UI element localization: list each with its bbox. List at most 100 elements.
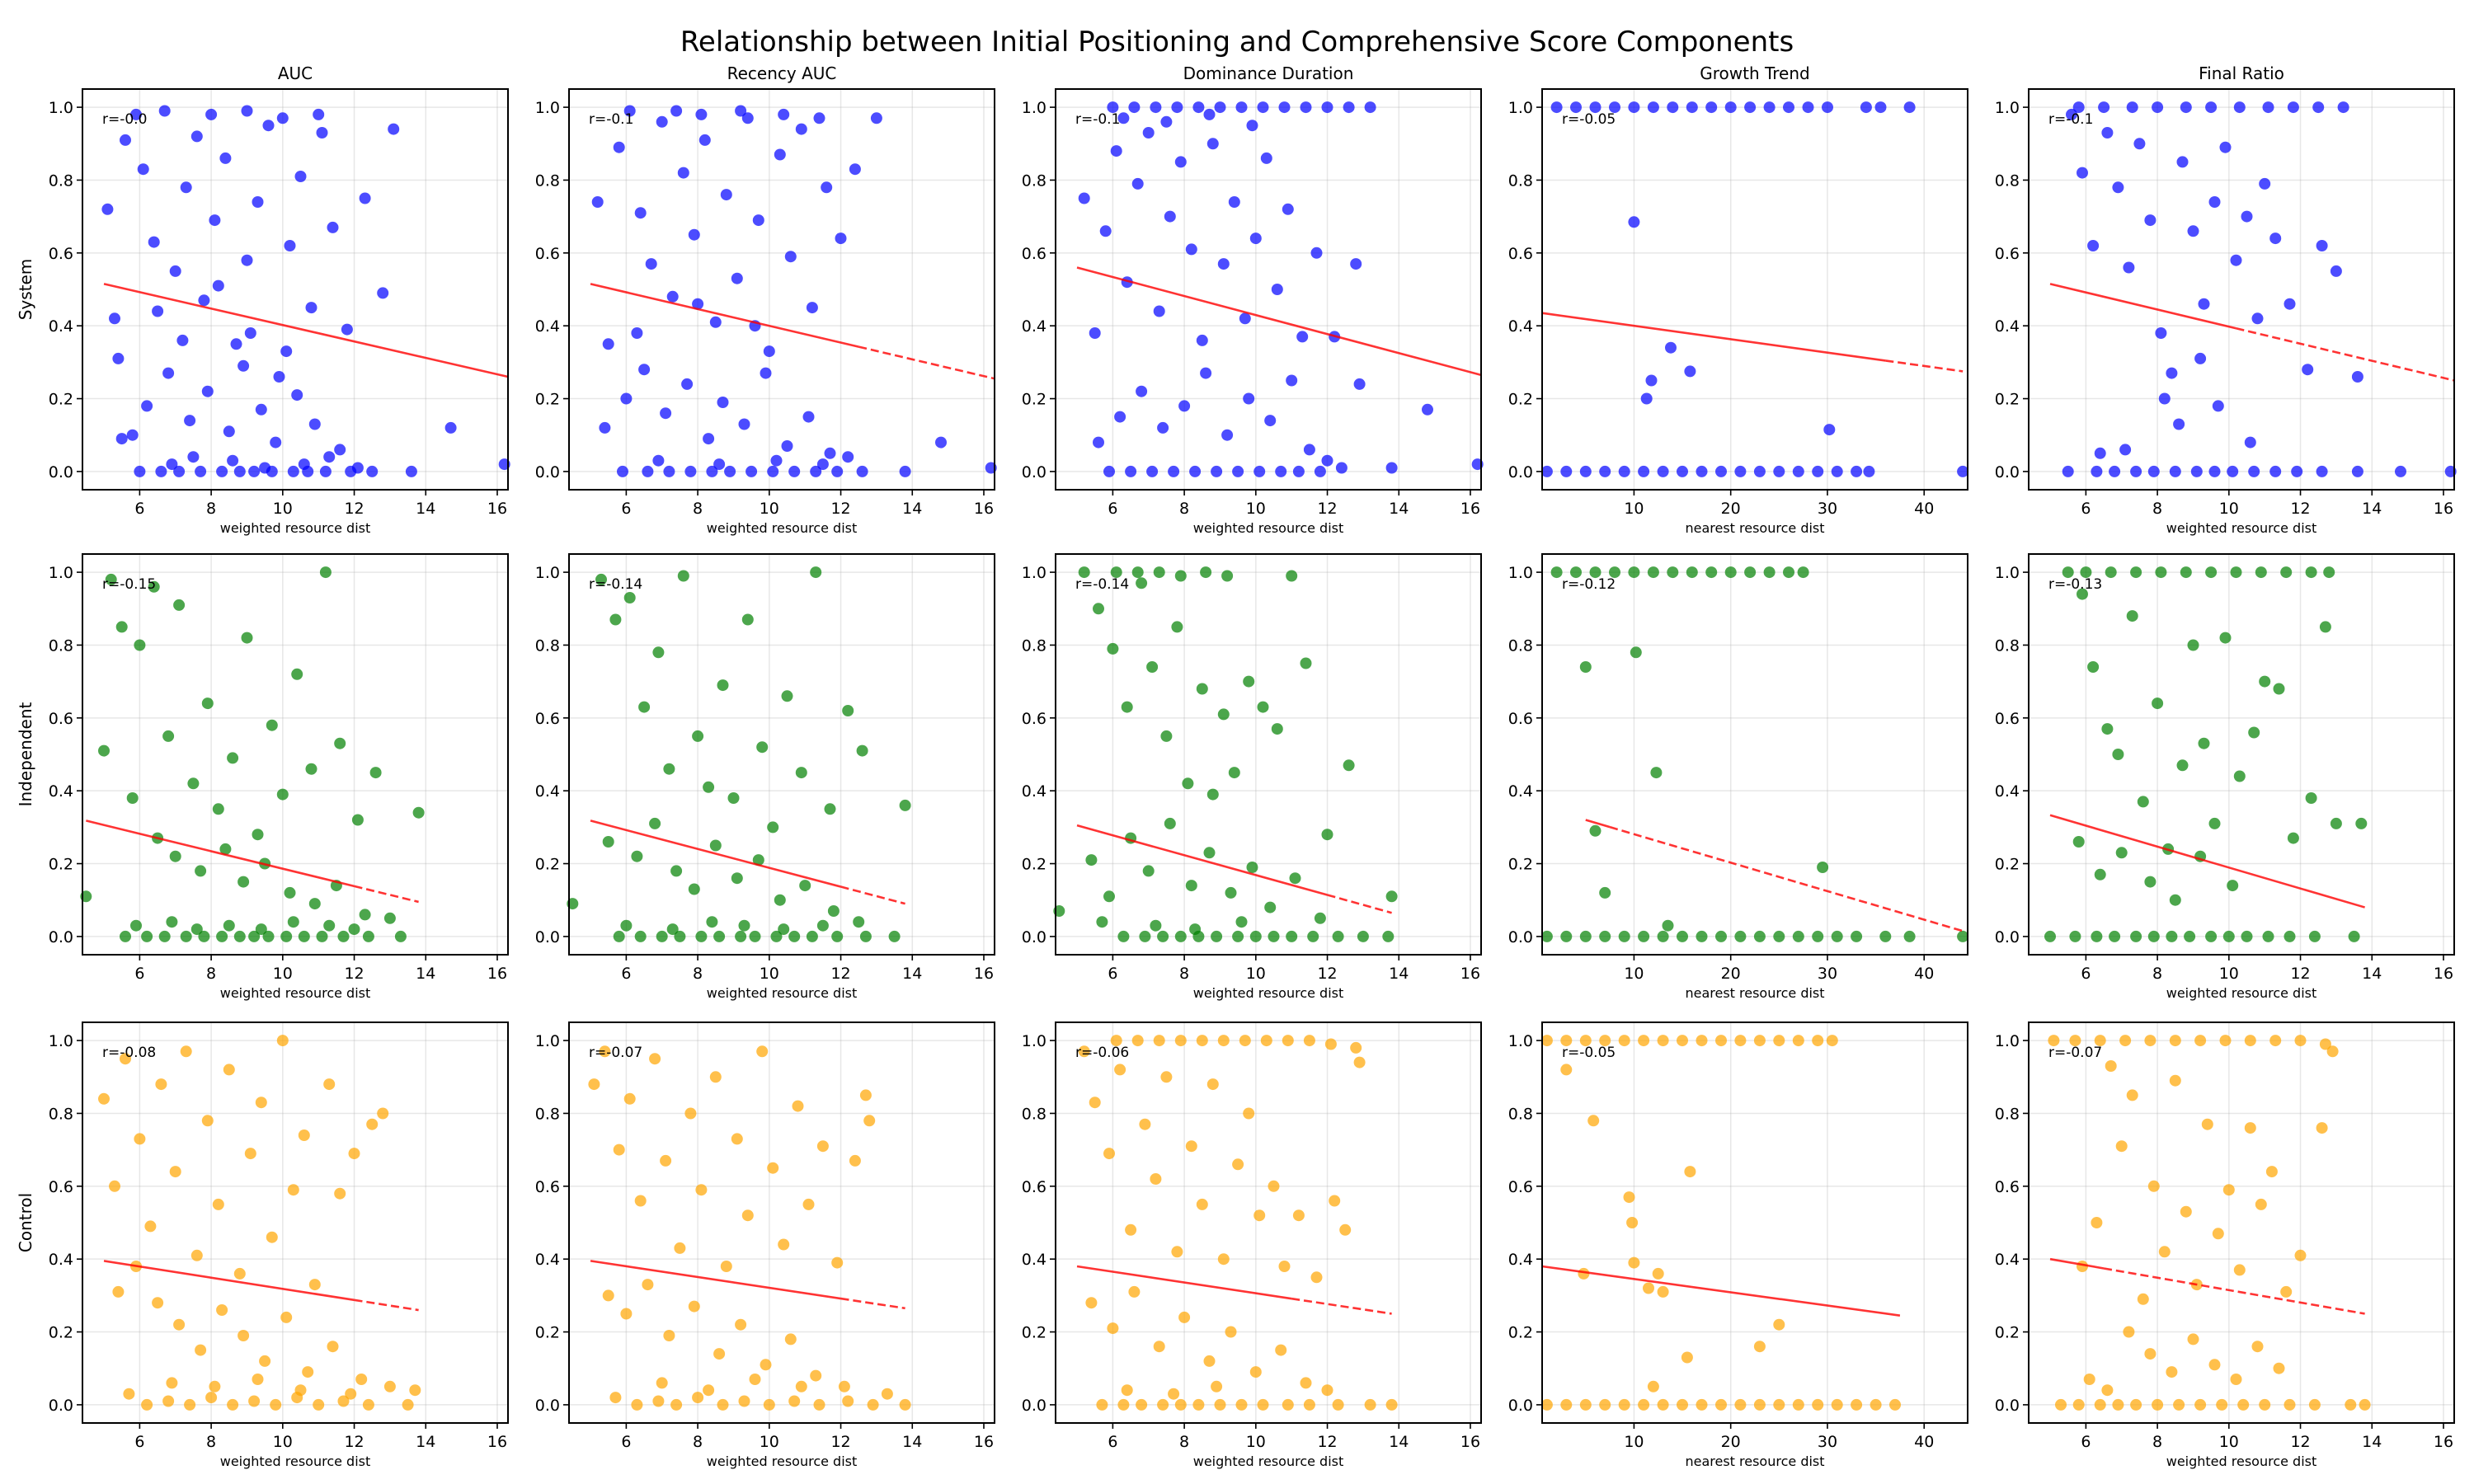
data-point xyxy=(1211,931,1222,942)
data-point xyxy=(2231,255,2242,266)
data-point xyxy=(774,149,786,161)
data-point xyxy=(2173,419,2185,430)
correlation-label: r=-0.13 xyxy=(2048,576,2102,593)
data-point xyxy=(2159,393,2171,405)
y-tick-label: 0.0 xyxy=(535,463,560,481)
x-tick-label: 30 xyxy=(1818,965,1837,983)
data-point xyxy=(1243,676,1254,688)
x-tick-label: 6 xyxy=(134,1433,144,1451)
data-point xyxy=(1186,1140,1197,1152)
data-point xyxy=(774,895,786,906)
data-point xyxy=(1093,437,1104,448)
data-point xyxy=(1764,101,1776,113)
data-point xyxy=(2127,101,2138,113)
data-point xyxy=(352,463,364,474)
data-point xyxy=(1146,661,1158,673)
data-point xyxy=(1343,759,1355,771)
y-tick-label: 1.0 xyxy=(535,99,560,117)
data-point xyxy=(2091,466,2102,477)
data-point xyxy=(1085,1297,1097,1308)
data-point xyxy=(649,818,661,829)
x-tick-label: 8 xyxy=(693,1433,703,1451)
x-tick-label: 8 xyxy=(693,965,703,983)
data-point xyxy=(1107,643,1118,655)
data-point xyxy=(2152,101,2163,113)
data-point xyxy=(706,916,717,928)
data-point xyxy=(1204,847,1216,858)
data-point xyxy=(796,767,807,778)
data-point xyxy=(2316,466,2328,477)
data-point xyxy=(731,872,743,884)
data-point xyxy=(900,800,911,811)
panel-control-dominance-duration: 0.00.20.40.60.81.06 8 10 12 14 16r=-0.06weigh… xyxy=(1022,1022,1481,1469)
data-point xyxy=(1325,1039,1337,1050)
data-point xyxy=(1197,1199,1208,1210)
trend-line-dashed xyxy=(1291,1298,1391,1313)
data-point xyxy=(216,466,228,477)
data-point xyxy=(2227,466,2238,477)
data-point xyxy=(849,1155,861,1167)
data-point xyxy=(2194,353,2206,364)
data-point xyxy=(238,1330,249,1341)
x-tick-label: 12 xyxy=(344,1433,364,1451)
x-tick-label: 8 xyxy=(1179,965,1189,983)
x-tick-label: 8 xyxy=(206,500,216,518)
data-point xyxy=(1684,1166,1696,1177)
y-tick-label: 0.6 xyxy=(1022,710,1047,728)
data-point xyxy=(1275,466,1286,477)
data-point xyxy=(667,923,679,935)
data-point xyxy=(327,1341,339,1352)
data-point xyxy=(2209,196,2221,208)
data-point xyxy=(1551,101,1563,113)
data-point xyxy=(2127,1089,2138,1101)
data-point xyxy=(603,1289,614,1301)
y-tick-label: 0.2 xyxy=(1022,1324,1047,1342)
data-point xyxy=(620,1308,632,1320)
y-tick-label: 0.0 xyxy=(49,463,73,481)
data-point xyxy=(2338,101,2349,113)
y-tick-label: 0.6 xyxy=(49,710,73,728)
data-point xyxy=(2044,931,2056,942)
data-point xyxy=(363,931,374,942)
data-point xyxy=(793,1101,804,1112)
data-point xyxy=(323,920,335,932)
data-point xyxy=(266,720,278,731)
data-point xyxy=(2180,566,2192,578)
data-point xyxy=(238,876,249,888)
data-point xyxy=(1117,931,1129,942)
data-point xyxy=(2205,101,2217,113)
data-point xyxy=(1114,1064,1126,1075)
data-point xyxy=(2302,364,2313,375)
x-axis-label: nearest resource dist xyxy=(1685,985,1824,1001)
data-point xyxy=(1648,101,1659,113)
data-point xyxy=(2231,566,2242,578)
data-point xyxy=(259,1355,270,1367)
data-point xyxy=(223,1064,235,1075)
data-point xyxy=(384,1381,396,1392)
data-point xyxy=(1823,424,1835,435)
data-point xyxy=(2166,368,2177,379)
data-point xyxy=(1365,1399,1376,1411)
x-tick-label: 14 xyxy=(1389,965,1409,983)
data-point xyxy=(173,599,185,611)
data-point xyxy=(1386,463,1398,474)
data-point xyxy=(2095,869,2106,881)
data-point xyxy=(1268,931,1280,942)
data-point xyxy=(1783,101,1794,113)
data-point xyxy=(713,1348,725,1360)
data-point xyxy=(1253,1209,1265,1221)
data-point xyxy=(227,1399,238,1411)
data-point xyxy=(1875,101,1887,113)
correlation-label: r=-0.14 xyxy=(1075,576,1129,593)
data-point xyxy=(1136,1399,1147,1411)
data-point xyxy=(223,920,235,932)
data-point xyxy=(2213,400,2224,411)
data-point xyxy=(2359,1399,2371,1411)
y-tick-label: 1.0 xyxy=(535,564,560,582)
data-point xyxy=(710,317,722,328)
data-point xyxy=(1382,931,1394,942)
data-point xyxy=(1236,916,1248,928)
data-point xyxy=(2259,1399,2270,1411)
y-tick-label: 0.6 xyxy=(1022,245,1047,263)
